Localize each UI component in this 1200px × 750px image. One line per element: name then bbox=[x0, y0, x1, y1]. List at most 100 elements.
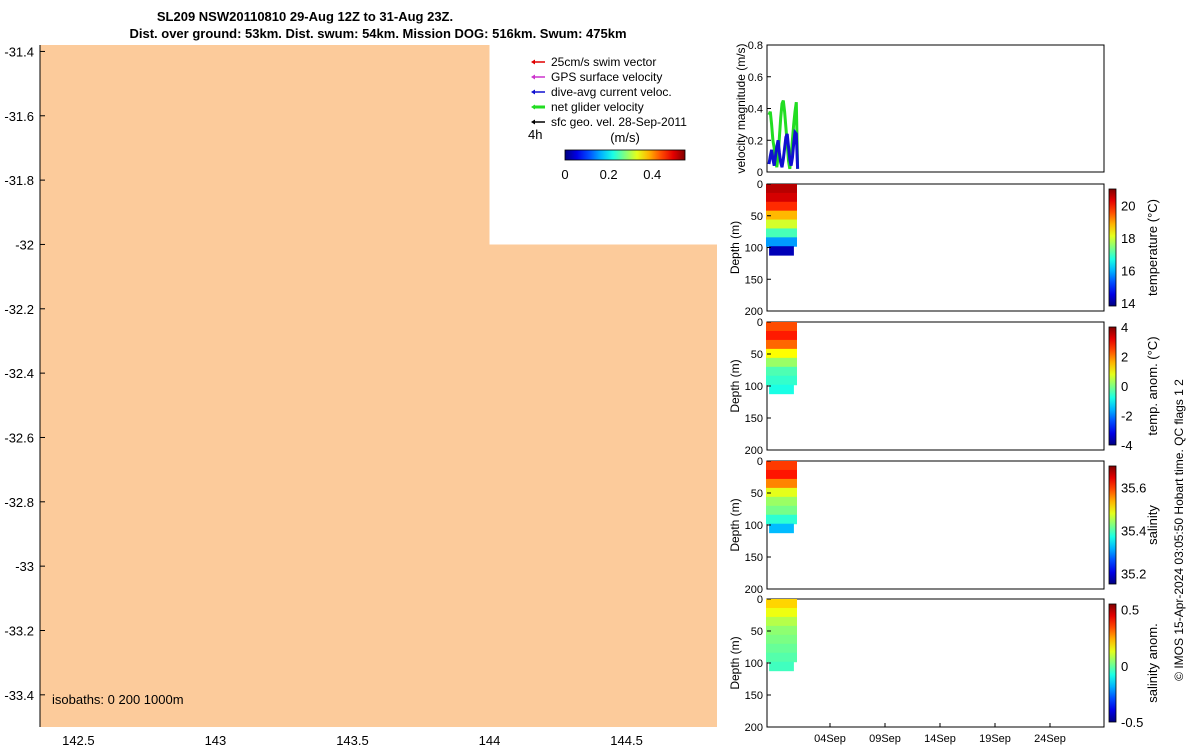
legend-label: sfc geo. vel. 28-Sep-2011 bbox=[551, 115, 687, 129]
profile-heatmap bbox=[766, 322, 797, 395]
date-tick-label: 09Sep bbox=[869, 733, 901, 745]
colorbar-tick-label: 0 bbox=[561, 167, 568, 182]
isobaths-label: isobaths: 0 200 1000m bbox=[52, 692, 184, 707]
profile-cell bbox=[766, 375, 797, 386]
velocity-ytick-label: 0.8 bbox=[748, 40, 763, 52]
profile-cell bbox=[766, 625, 797, 636]
colorbar-tick-label: -2 bbox=[1121, 409, 1133, 424]
depth-tick-label: 0 bbox=[757, 594, 763, 606]
depth-tick-label: 0 bbox=[757, 317, 763, 329]
depth-ylabel: Depth (m) bbox=[728, 359, 742, 412]
profile-cell bbox=[766, 330, 797, 341]
profile-cell bbox=[766, 616, 797, 627]
depth-tick-label: 100 bbox=[745, 381, 763, 393]
lat-tick-label: -32.2 bbox=[4, 302, 34, 317]
depth-tick-label: 200 bbox=[745, 445, 763, 457]
lat-tick-label: -32.4 bbox=[4, 366, 34, 381]
lon-tick-label: 143.5 bbox=[336, 733, 369, 748]
profile-heatmap bbox=[766, 461, 797, 534]
profile-cell bbox=[766, 237, 797, 247]
colorbar-tick-label: 4 bbox=[1121, 320, 1128, 335]
legend-label: 25cm/s swim vector bbox=[551, 55, 656, 69]
lat-tick-label: -32.8 bbox=[4, 495, 34, 510]
legend-item: net glider velocity bbox=[531, 100, 644, 114]
profile-cell bbox=[766, 192, 797, 203]
lon-tick-label: 143 bbox=[205, 733, 227, 748]
profile-colorbar bbox=[1108, 603, 1117, 723]
profile-cell bbox=[766, 461, 797, 471]
depth-ylabel: Depth (m) bbox=[728, 221, 742, 274]
depth-tick-label: 150 bbox=[745, 413, 763, 425]
depth-tick-label: 0 bbox=[757, 179, 763, 191]
velocity-series-line bbox=[767, 128, 800, 169]
profile-cell bbox=[766, 514, 797, 525]
profile-cell bbox=[766, 634, 797, 645]
legend-arrowhead-icon bbox=[531, 59, 535, 65]
colorbar-tick-label: 0 bbox=[1121, 379, 1128, 394]
colorbar-tick-label: 0.2 bbox=[600, 167, 618, 182]
lat-tick-label: -33.4 bbox=[4, 688, 34, 703]
profile-cell bbox=[766, 366, 797, 377]
date-tick-label: 04Sep bbox=[814, 733, 846, 745]
depth-ylabel: Depth (m) bbox=[728, 636, 742, 689]
colorbar-tick-label: 0.5 bbox=[1121, 603, 1139, 618]
depth-tick-label: 50 bbox=[751, 626, 763, 638]
velocity-ytick-label: 0.2 bbox=[748, 135, 763, 147]
date-tick-label: 14Sep bbox=[924, 733, 956, 745]
colorbar-label: salinity anom. bbox=[1145, 623, 1160, 702]
profile-colorbar bbox=[1108, 188, 1117, 307]
profile-cell bbox=[769, 661, 794, 672]
profile-cell bbox=[766, 201, 797, 212]
colorbar-tick-label: 14 bbox=[1121, 296, 1135, 311]
colorbar-tick-label: 0.4 bbox=[643, 167, 661, 182]
profile-cell bbox=[766, 643, 797, 654]
legend-item: sfc geo. vel. 28-Sep-2011 bbox=[531, 115, 687, 129]
profile-cell bbox=[769, 384, 794, 395]
profile-cell bbox=[766, 348, 797, 359]
colorbar-label: salinity bbox=[1145, 505, 1160, 545]
colorbar-tick-label: -4 bbox=[1121, 438, 1133, 453]
profile-cell bbox=[766, 607, 797, 618]
date-tick-label: 24Sep bbox=[1034, 733, 1066, 745]
velocity-series-line bbox=[767, 99, 800, 170]
legend-label: net glider velocity bbox=[551, 100, 644, 114]
profile-cell bbox=[766, 322, 797, 332]
legend-item: dive-avg current veloc. bbox=[531, 85, 672, 99]
depth-ylabel: Depth (m) bbox=[728, 498, 742, 551]
depth-tick-label: 0 bbox=[757, 456, 763, 468]
colorbar-tick-label: 18 bbox=[1121, 231, 1135, 246]
legend-arrowhead-icon bbox=[531, 119, 535, 125]
colorbar-tick-label: 35.4 bbox=[1121, 523, 1146, 538]
colorbar-tick-label: 35.2 bbox=[1121, 566, 1146, 581]
profile-heatmap bbox=[766, 184, 797, 256]
speed-colorbar bbox=[564, 149, 686, 161]
colorbar-tick-label: 20 bbox=[1121, 198, 1135, 213]
legend-arrowhead-icon bbox=[531, 89, 535, 95]
depth-tick-label: 200 bbox=[745, 584, 763, 596]
depth-tick-label: 150 bbox=[745, 552, 763, 564]
velocity-panel-frame bbox=[766, 44, 1105, 173]
lat-tick-label: -31.8 bbox=[4, 173, 34, 188]
title-line-2: Dist. over ground: 53km. Dist. swum: 54k… bbox=[129, 26, 626, 41]
velocity-ytick-label: 0.6 bbox=[748, 72, 763, 84]
depth-tick-label: 150 bbox=[745, 274, 763, 286]
depth-tick-label: 150 bbox=[745, 690, 763, 702]
date-tick-label: 19Sep bbox=[979, 733, 1011, 745]
profile-cell bbox=[766, 228, 797, 238]
legend-item: 25cm/s swim vector bbox=[531, 55, 656, 69]
time-step-label: 4h bbox=[528, 127, 542, 142]
colorbar-tick-label: 35.6 bbox=[1121, 480, 1146, 495]
profile-panel-frame bbox=[766, 460, 1105, 590]
profile-cell bbox=[766, 184, 797, 194]
profile-cell bbox=[766, 469, 797, 480]
profile-cell bbox=[766, 599, 797, 609]
credit-line: © IMOS 15-Apr-2024 03:05:50 Hobart time.… bbox=[1172, 379, 1186, 681]
profile-panel-frame bbox=[766, 321, 1105, 451]
profile-colorbar bbox=[1108, 326, 1117, 446]
profile-cell bbox=[766, 478, 797, 489]
legend-item: GPS surface velocity bbox=[531, 70, 662, 84]
lat-tick-label: -31.4 bbox=[4, 44, 34, 59]
depth-tick-label: 50 bbox=[751, 488, 763, 500]
colorbar-units: (m/s) bbox=[610, 130, 640, 145]
